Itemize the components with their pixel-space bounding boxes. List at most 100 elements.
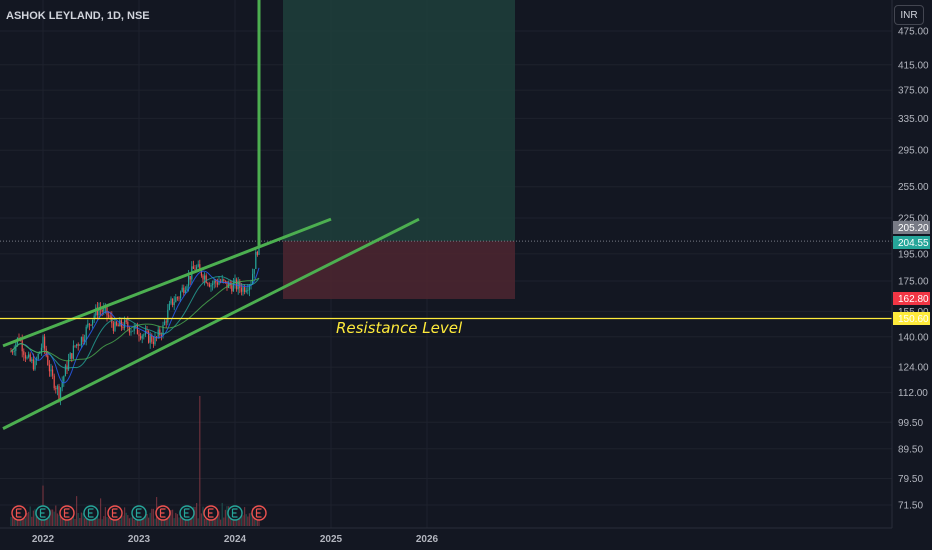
price-tag-label: 150.60 [898, 314, 929, 325]
volume-bar [104, 507, 106, 526]
price-tick-label: 140.00 [898, 332, 929, 343]
candle-body [186, 286, 188, 291]
volume-bar [79, 517, 81, 526]
volume-bar [143, 514, 145, 526]
volume-bar [52, 509, 54, 526]
volume-bar [124, 507, 126, 526]
resistance-label: Resistance Level [336, 319, 463, 337]
volume-bar [244, 507, 246, 526]
candle-body [101, 309, 103, 312]
volume-bar [125, 512, 127, 526]
candle-body [26, 357, 28, 359]
candle-body [50, 369, 52, 372]
volume-bar [208, 516, 210, 526]
price-tick-label: 112.00 [898, 388, 928, 399]
candle-body [23, 351, 25, 355]
year-tick-label: 2025 [320, 534, 343, 545]
volume-bar [84, 518, 86, 526]
price-tag [893, 312, 930, 325]
volume-bar [248, 513, 250, 526]
candle-body [28, 354, 30, 358]
volume-bar [56, 513, 58, 526]
candle-body [77, 344, 79, 346]
volume-bar [191, 514, 193, 526]
chart-title: ASHOK LEYLAND, 1D, NSE [6, 10, 150, 22]
candle-body [58, 386, 60, 399]
candle-body [205, 275, 207, 284]
volume-bar [149, 512, 151, 526]
candle-body [92, 319, 94, 325]
candle-body [175, 297, 177, 303]
lower-channel-line[interactable] [2, 217, 420, 430]
upper-channel-line[interactable] [2, 217, 332, 348]
candle-body [204, 275, 206, 280]
candle-body [106, 307, 108, 316]
volume-bar [199, 396, 201, 526]
candle-body [178, 297, 180, 299]
candle-body [247, 290, 249, 291]
volume-bar [144, 511, 146, 526]
volume-bar [224, 509, 226, 526]
candle-body [44, 336, 46, 349]
price-tick-label: 89.50 [898, 444, 923, 455]
price-tags: 205.20 204.55 162.80 150.60 [893, 221, 930, 325]
earnings-glyph [207, 508, 214, 518]
volume-bar [77, 512, 79, 526]
candle-body [248, 285, 250, 291]
candle-body [141, 335, 143, 339]
earnings-glyph [183, 508, 190, 518]
candle-body [40, 347, 42, 352]
candle-body [127, 321, 129, 328]
candle-body [90, 324, 92, 326]
candle-body [180, 291, 182, 299]
volume-bar [237, 516, 239, 526]
volume-bar [15, 518, 17, 526]
candle-body [183, 287, 185, 294]
moving-averages [10, 267, 260, 384]
candle-body [154, 336, 156, 344]
candle-body [138, 334, 140, 337]
time-axis[interactable]: 2022 2023 2024 2025 2026 [32, 534, 439, 545]
candle-body [244, 287, 246, 292]
volume-bar [31, 516, 33, 526]
volume-bar [140, 515, 142, 526]
volume-bar [13, 516, 15, 526]
price-tag [893, 236, 930, 249]
candle-body [76, 344, 78, 346]
price-tick-label: 335.00 [898, 114, 929, 125]
volume-bar [82, 513, 84, 526]
volume-bar [170, 510, 172, 526]
candle-body [181, 287, 183, 292]
moving-average-line [10, 276, 260, 369]
trend-channel[interactable] [0, 0, 892, 430]
candle-body [149, 335, 151, 343]
year-tick-label: 2026 [416, 534, 439, 545]
candle-body [87, 323, 89, 327]
candle-body [253, 268, 255, 274]
volume-bar [34, 508, 36, 526]
volume-bar [100, 498, 102, 526]
candle-body [234, 279, 236, 283]
candle-body [114, 321, 116, 331]
candle-body [173, 302, 175, 306]
currency-button[interactable]: INR [894, 5, 924, 25]
candle-body [170, 298, 172, 304]
candle-body [239, 281, 241, 289]
price-axis[interactable]: 475.00 415.00 375.00 335.00 295.00 255.00 225.… [898, 27, 929, 512]
price-tick-label: 124.00 [898, 363, 929, 374]
candle-body [116, 321, 118, 326]
candle-body [120, 320, 122, 327]
price-tick-label: 415.00 [898, 60, 929, 71]
candle-body [188, 275, 190, 287]
volume-bar [69, 519, 71, 526]
volume-bar [175, 512, 177, 526]
volume-bar [36, 514, 38, 526]
candle-body [69, 353, 71, 360]
candle-body [37, 353, 39, 360]
candle-body [197, 264, 199, 267]
volume-bar [245, 514, 247, 526]
candle-body [164, 321, 166, 325]
volume-bar [181, 512, 183, 526]
price-tick-label: 225.00 [898, 214, 929, 225]
